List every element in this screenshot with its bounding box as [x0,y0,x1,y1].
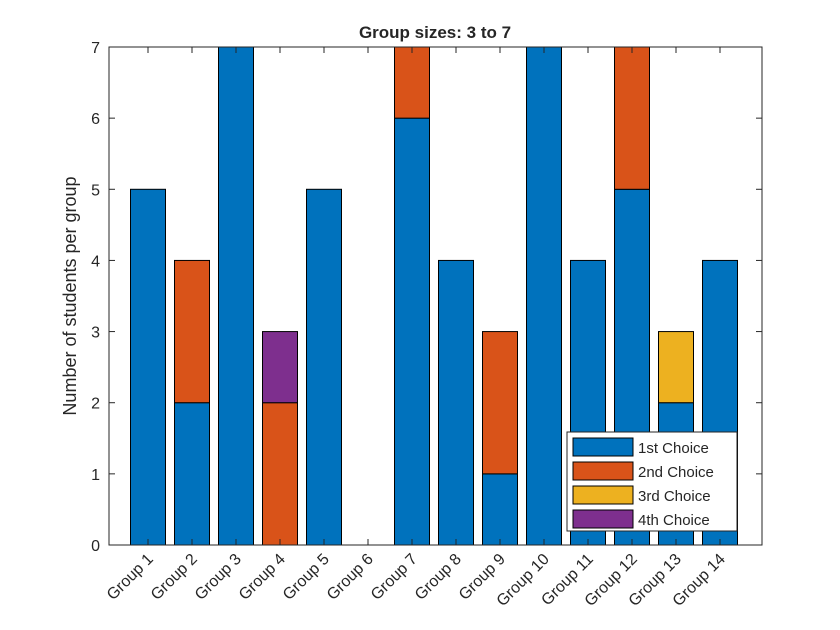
x-tick-label: Group 2 [148,551,201,604]
bar-segment [394,117,430,546]
legend-label: 4th Choice [638,512,710,529]
bar-segment [394,46,430,119]
bar-segment [482,331,518,475]
x-tick-label: Group 7 [368,551,421,604]
bar-segment [218,46,254,546]
bar-segment [438,259,474,546]
y-tick-label: 6 [91,111,100,128]
bar-segment [262,402,298,546]
bar-segment [174,259,210,404]
bar-segment [526,46,562,546]
legend-swatch [572,485,634,505]
x-tick-label: Group 3 [192,551,245,604]
legend-swatch [572,461,634,481]
legend-swatch [572,437,634,457]
y-tick-label: 7 [91,40,100,57]
legend-label: 2nd Choice [638,464,714,481]
x-tick-label: Group 5 [280,551,333,604]
legend-swatch [572,509,634,529]
bar-segment [306,188,342,546]
y-tick-label: 4 [91,253,100,270]
x-tick-label: Group 8 [412,551,465,604]
legend-label: 1st Choice [638,440,709,457]
bar-segment [658,331,694,404]
bar-segment [482,473,518,546]
y-tick-label: 2 [91,396,100,413]
plot-frame [108,46,763,546]
x-tick-label: Group 1 [104,551,157,604]
bar-segment [174,402,210,546]
x-tick-label: Group 4 [236,551,289,604]
x-tick-label: Group 6 [324,551,377,604]
chart-title: Group sizes: 3 to 7 [359,23,511,42]
bar-segment [614,46,650,190]
y-axis-label: Number of students per group [60,176,80,415]
bar-segment [262,331,298,404]
y-tick-label: 3 [91,325,100,342]
y-tick-label: 1 [91,467,100,484]
y-tick-label: 5 [91,182,100,199]
y-tick-label: 0 [91,538,100,555]
y-axis: 0 1 2 3 4 5 6 7 [91,40,762,555]
bar-segment [130,188,166,546]
legend: 1st Choice 2nd Choice 3rd Choice 4th Choice [566,431,738,532]
legend-label: 3rd Choice [638,488,711,505]
